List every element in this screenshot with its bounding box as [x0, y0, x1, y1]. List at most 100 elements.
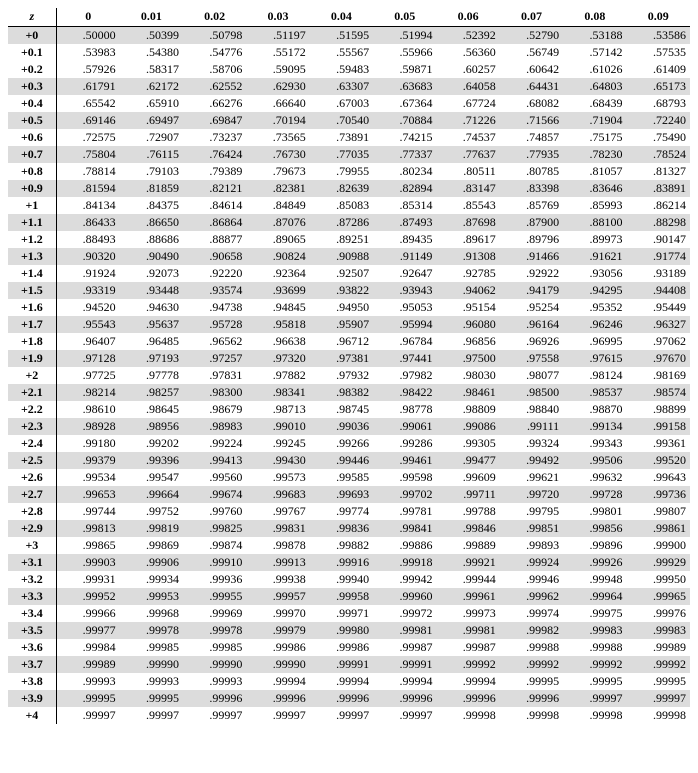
cell-value: .92220 [183, 265, 246, 282]
cell-value: .99998 [627, 707, 690, 724]
cell-value: .96562 [183, 333, 246, 350]
z-value: +2 [8, 367, 56, 384]
cell-value: .89796 [500, 231, 563, 248]
cell-value: .98030 [436, 367, 499, 384]
cell-value: .99621 [500, 469, 563, 486]
z-value: +2.5 [8, 452, 56, 469]
cell-value: .99653 [56, 486, 119, 503]
cell-value: .55172 [246, 44, 309, 61]
cell-value: .99998 [436, 707, 499, 724]
table-row: +1.9.97128.97193.97257.97320.97381.97441… [8, 350, 690, 367]
table-row: +3.7.99989.99990.99990.99990.99991.99991… [8, 656, 690, 673]
cell-value: .74857 [500, 129, 563, 146]
cell-value: .67724 [436, 95, 499, 112]
cell-value: .56360 [436, 44, 499, 61]
cell-value: .99995 [56, 690, 119, 707]
cell-value: .99752 [120, 503, 183, 520]
col-header: 0.02 [183, 8, 246, 27]
cell-value: .63307 [310, 78, 373, 95]
cell-value: .93319 [56, 282, 119, 299]
cell-value: .99913 [246, 554, 309, 571]
cell-value: .90490 [120, 248, 183, 265]
cell-value: .99992 [436, 656, 499, 673]
cell-value: .92507 [310, 265, 373, 282]
cell-value: .99674 [183, 486, 246, 503]
cell-value: .97778 [120, 367, 183, 384]
cell-value: .66640 [246, 95, 309, 112]
cell-value: .97670 [627, 350, 690, 367]
cell-value: .98077 [500, 367, 563, 384]
cell-value: .65542 [56, 95, 119, 112]
cell-value: .99995 [120, 690, 183, 707]
cell-value: .51994 [373, 27, 436, 45]
cell-value: .81594 [56, 180, 119, 197]
cell-value: .99942 [373, 571, 436, 588]
cell-value: .63683 [373, 78, 436, 95]
cell-value: .99986 [310, 639, 373, 656]
table-row: +0.1.53983.54380.54776.55172.55567.55966… [8, 44, 690, 61]
cell-value: .99851 [500, 520, 563, 537]
cell-value: .78524 [627, 146, 690, 163]
cell-value: .98341 [246, 384, 309, 401]
cell-value: .50399 [120, 27, 183, 45]
cell-value: .55966 [373, 44, 436, 61]
cell-value: .99825 [183, 520, 246, 537]
cell-value: .68439 [563, 95, 626, 112]
table-row: +1.7.95543.95637.95728.95818.95907.95994… [8, 316, 690, 333]
cell-value: .61791 [56, 78, 119, 95]
cell-value: .99413 [183, 452, 246, 469]
z-value: +1.7 [8, 316, 56, 333]
cell-value: .77637 [436, 146, 499, 163]
table-row: +2.6.99534.99547.99560.99573.99585.99598… [8, 469, 690, 486]
cell-value: .70540 [310, 112, 373, 129]
z-value: +1.9 [8, 350, 56, 367]
cell-value: .99975 [563, 605, 626, 622]
cell-value: .84375 [120, 197, 183, 214]
cell-value: .95449 [627, 299, 690, 316]
cell-value: .99861 [627, 520, 690, 537]
table-row: +3.3.99952.99953.99955.99957.99958.99960… [8, 588, 690, 605]
cell-value: .97062 [627, 333, 690, 350]
cell-value: .99974 [500, 605, 563, 622]
cell-value: .81327 [627, 163, 690, 180]
cell-value: .95728 [183, 316, 246, 333]
table-row: +0.3.61791.62172.62552.62930.63307.63683… [8, 78, 690, 95]
cell-value: .99946 [500, 571, 563, 588]
cell-value: .97558 [500, 350, 563, 367]
cell-value: .83646 [563, 180, 626, 197]
cell-value: .99936 [183, 571, 246, 588]
cell-value: .86864 [183, 214, 246, 231]
cell-value: .99992 [500, 656, 563, 673]
cell-value: .86214 [627, 197, 690, 214]
cell-value: .98300 [183, 384, 246, 401]
z-value: +0.2 [8, 61, 56, 78]
cell-value: .80234 [373, 163, 436, 180]
cell-value: .93189 [627, 265, 690, 282]
cell-value: .99992 [563, 656, 626, 673]
cell-value: .99997 [373, 707, 436, 724]
cell-value: .58706 [183, 61, 246, 78]
cell-value: .99938 [246, 571, 309, 588]
cell-value: .87900 [500, 214, 563, 231]
cell-value: .93699 [246, 282, 309, 299]
cell-value: .95818 [246, 316, 309, 333]
cell-value: .99952 [56, 588, 119, 605]
cell-value: .79955 [310, 163, 373, 180]
cell-value: .90988 [310, 248, 373, 265]
cell-value: .99994 [436, 673, 499, 690]
z-value: +0.6 [8, 129, 56, 146]
cell-value: .98169 [627, 367, 690, 384]
cell-value: .69847 [183, 112, 246, 129]
cell-value: .89435 [373, 231, 436, 248]
cell-value: .98713 [246, 401, 309, 418]
cell-value: .99061 [373, 418, 436, 435]
z-value: +3.3 [8, 588, 56, 605]
cell-value: .99993 [56, 673, 119, 690]
cell-value: .99086 [436, 418, 499, 435]
cell-value: .81859 [120, 180, 183, 197]
z-value: +1 [8, 197, 56, 214]
cell-value: .99969 [183, 605, 246, 622]
table-row: +3.9.99995.99995.99996.99996.99996.99996… [8, 690, 690, 707]
cell-value: .99598 [373, 469, 436, 486]
z-value: +4 [8, 707, 56, 724]
